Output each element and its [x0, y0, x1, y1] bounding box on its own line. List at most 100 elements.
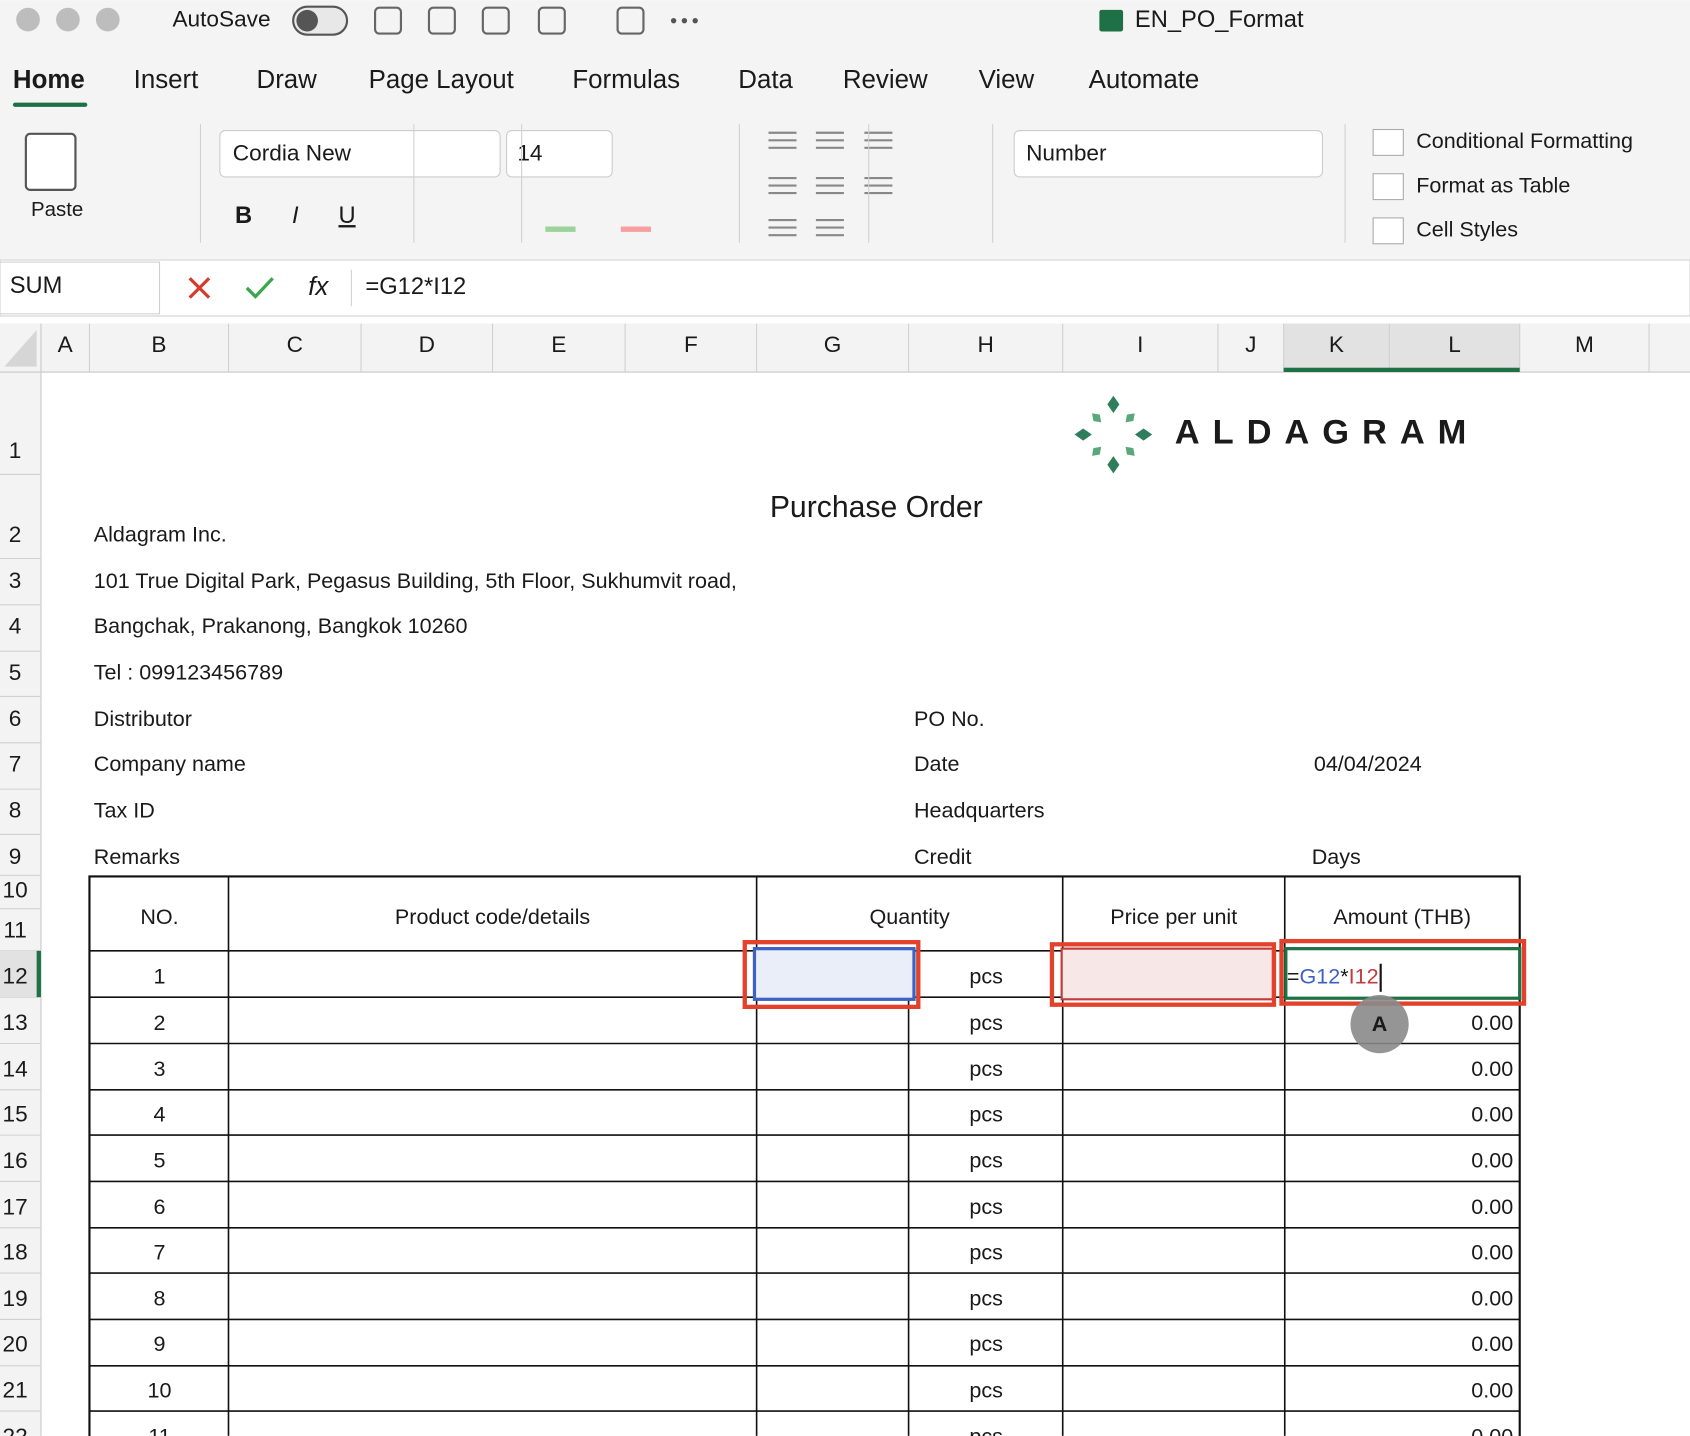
row-header[interactable]: 8 [9, 798, 22, 823]
row-header[interactable]: 10 [3, 878, 28, 903]
style-button[interactable]: Format as Table [1416, 172, 1570, 197]
unit: pcs [969, 1424, 1003, 1436]
column-header[interactable]: A [58, 332, 74, 357]
row-header[interactable]: 12 [3, 964, 28, 989]
row-header[interactable]: 14 [3, 1056, 28, 1081]
row-header[interactable]: 17 [3, 1194, 28, 1219]
number-format: Number [1026, 140, 1107, 165]
formula-bar-bg [0, 259, 1690, 317]
style-button[interactable]: Conditional Formatting [1416, 128, 1633, 153]
row-header[interactable]: 2 [9, 522, 22, 547]
underline-button[interactable]: U [338, 203, 355, 229]
item-number: 11 [148, 1424, 170, 1436]
row-header[interactable]: 15 [3, 1102, 28, 1127]
column-header[interactable]: C [287, 332, 303, 357]
ribbon-tab[interactable]: Review [843, 66, 928, 94]
enter-icon[interactable] [245, 277, 274, 299]
row-header[interactable]: 1 [9, 438, 22, 463]
row-header[interactable]: 20 [3, 1331, 28, 1356]
item-number: 5 [154, 1148, 166, 1173]
ref-cell-g12 [752, 947, 916, 1001]
ribbon-tab[interactable]: Data [738, 66, 793, 94]
cell-formula: =G12*I12 [1287, 963, 1379, 988]
unit: pcs [969, 1331, 1003, 1356]
ribbon-tab[interactable]: Formulas [572, 66, 680, 94]
row-header[interactable]: 21 [3, 1378, 28, 1403]
selected-col-underline [1283, 367, 1520, 373]
item-number: 1 [154, 963, 166, 988]
ref-highlight [742, 940, 921, 1010]
ribbon-tab[interactable]: View [979, 66, 1035, 94]
row-header[interactable]: 4 [9, 613, 22, 638]
font-box[interactable] [219, 130, 501, 178]
row-header[interactable]: 13 [3, 1010, 28, 1035]
row-header-bg [0, 323, 41, 1436]
font-name: Cordia New [233, 140, 352, 165]
column-header[interactable]: L [1448, 332, 1461, 357]
row-header[interactable]: 16 [3, 1148, 28, 1173]
toolbar-icon[interactable] [537, 6, 566, 35]
ref-highlight [1049, 942, 1277, 1007]
row-header[interactable]: 3 [9, 568, 22, 593]
amount: 0.00 [1471, 1286, 1513, 1311]
field-label: Date [914, 751, 960, 776]
fx-icon[interactable]: fx [308, 273, 329, 301]
italic-button[interactable]: I [292, 203, 299, 229]
window-button[interactable] [56, 7, 80, 32]
item-number: 3 [154, 1056, 166, 1081]
ribbon-tab[interactable]: Page Layout [369, 66, 514, 94]
cancel-icon[interactable] [188, 277, 211, 299]
unit: pcs [969, 1056, 1003, 1081]
row-header[interactable]: 19 [3, 1286, 28, 1311]
row-header[interactable]: 5 [9, 660, 22, 685]
column-header[interactable]: F [684, 332, 698, 357]
toolbar-icon[interactable] [616, 6, 645, 35]
ribbon-tab[interactable]: Draw [257, 66, 318, 94]
window-button[interactable] [95, 7, 120, 32]
column-header[interactable]: K [1329, 332, 1344, 357]
column-header[interactable]: I [1137, 332, 1143, 357]
ribbon-tab[interactable]: Insert [134, 66, 199, 94]
row-header[interactable]: 6 [9, 706, 22, 731]
excel-icon [1099, 9, 1124, 32]
toolbar-icon[interactable] [481, 6, 510, 35]
row-header[interactable]: 22 [3, 1424, 28, 1436]
number-box[interactable] [1013, 130, 1324, 178]
days-label: Days [1312, 844, 1361, 869]
ribbon-tab[interactable]: Automate [1089, 66, 1200, 94]
style-button[interactable]: Cell Styles [1416, 217, 1518, 242]
toolbar-icon[interactable] [427, 6, 456, 35]
row-header[interactable]: 18 [3, 1240, 28, 1265]
unit: pcs [969, 1377, 1003, 1402]
autocomplete-badge[interactable] [1350, 994, 1409, 1054]
column-header[interactable]: M [1575, 332, 1594, 357]
column-header[interactable]: D [419, 332, 435, 357]
unit: pcs [969, 1148, 1003, 1173]
row-header[interactable]: 9 [9, 844, 22, 869]
window-button[interactable] [16, 7, 40, 32]
logo-leaf [1125, 446, 1135, 456]
ribbon-tab[interactable]: Home [13, 66, 85, 94]
logo-text: ALDAGRAM [1175, 414, 1480, 452]
column-header[interactable]: E [551, 332, 566, 357]
company-line: Tel : 099123456789 [94, 659, 283, 684]
logo-leaf [1092, 413, 1102, 423]
name-box[interactable] [0, 261, 161, 315]
paste-icon[interactable] [24, 132, 77, 191]
column-header[interactable]: J [1245, 332, 1256, 357]
font-color-bar [620, 226, 651, 232]
size-box[interactable] [506, 130, 613, 178]
formula-part: G12 [1299, 963, 1340, 988]
logo-leaf [1074, 428, 1092, 441]
row-header[interactable]: 7 [9, 751, 22, 776]
bold-button[interactable]: B [235, 203, 252, 229]
row-header[interactable]: 11 [3, 917, 27, 942]
column-header[interactable]: B [151, 332, 166, 357]
paste-label: Paste [31, 198, 83, 221]
column-header[interactable]: G [824, 332, 842, 357]
file-name[interactable]: EN_PO_Format [1135, 7, 1304, 33]
logo-leaf [1092, 446, 1102, 456]
column-header[interactable]: H [977, 332, 993, 357]
more-dot [692, 17, 698, 24]
toolbar-icon[interactable] [373, 6, 403, 35]
